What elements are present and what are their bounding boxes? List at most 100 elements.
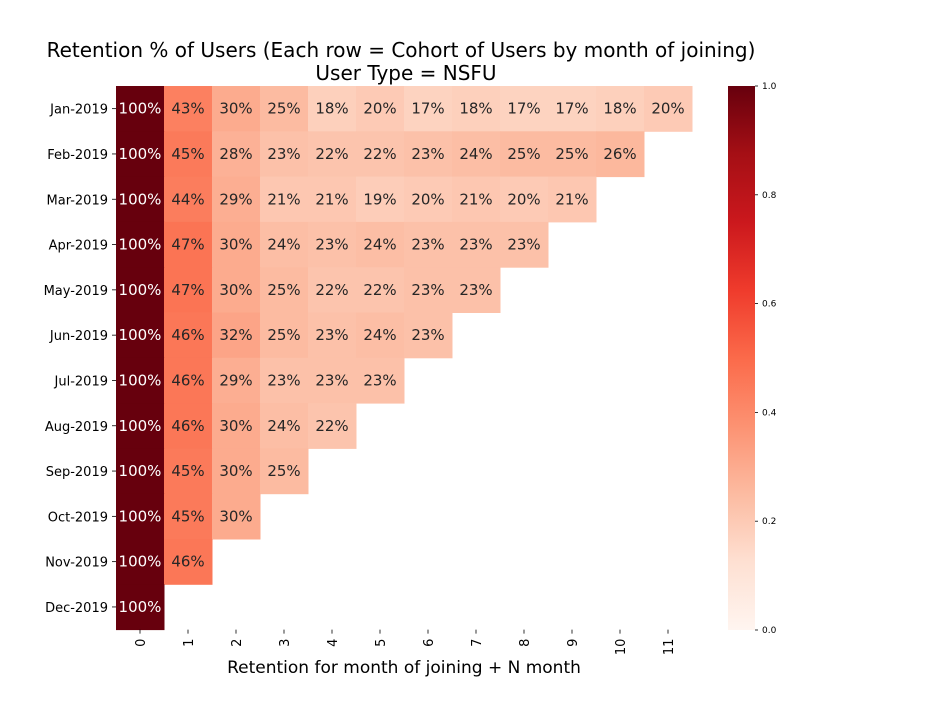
colorbar-tick-label: 0.6 <box>762 300 777 310</box>
cell-value-label: 100% <box>119 236 162 254</box>
chart-title: Retention % of Users (Each row = Cohort … <box>47 38 756 62</box>
heatmap-cell <box>164 539 213 585</box>
heatmap-cell <box>500 131 549 178</box>
heatmap-cell <box>212 131 261 178</box>
heatmap-cell <box>356 221 405 268</box>
cell-value-label: 100% <box>119 462 162 480</box>
y-tick-label: Apr-2019 <box>49 239 108 254</box>
heatmap-cell <box>308 131 357 178</box>
cell-value-label: 24% <box>459 145 492 163</box>
heatmap-cell <box>308 221 357 268</box>
cell-value-label: 32% <box>219 326 252 344</box>
x-tick-label: 8 <box>518 639 533 647</box>
heatmap-cell <box>548 131 597 178</box>
cell-value-label: 22% <box>315 281 348 299</box>
cell-value-label: 23% <box>315 371 348 389</box>
colorbar-tick-label: 0.2 <box>762 517 776 527</box>
cell-value-label: 100% <box>119 281 162 299</box>
cell-value-label: 25% <box>267 462 300 480</box>
heatmap-cell <box>596 131 645 178</box>
heatmap-cell <box>116 493 165 540</box>
x-axis-ticks: 0 1 2 3 4 5 6 7 8 9 10 11 <box>134 629 677 656</box>
cell-value-label: 100% <box>119 371 162 389</box>
cell-value-label: 45% <box>171 507 204 525</box>
y-tick-label: Aug-2019 <box>45 420 108 435</box>
heatmap-cell <box>404 267 453 313</box>
heatmap-cell <box>164 221 213 268</box>
heatmap-cell <box>452 267 501 313</box>
heatmap-cell <box>116 312 165 359</box>
cell-value-label: 19% <box>363 190 396 208</box>
heatmap-cell <box>404 312 453 359</box>
cell-value-label: 17% <box>411 100 444 118</box>
cell-value-label: 47% <box>171 236 204 254</box>
x-tick-label: 3 <box>278 639 293 647</box>
heatmap-cell <box>212 176 261 223</box>
cell-value-label: 23% <box>363 371 396 389</box>
y-tick-label: Jun-2019 <box>49 329 108 344</box>
cell-value-label: 47% <box>171 281 204 299</box>
heatmap-cell <box>452 221 501 268</box>
heatmap-cell <box>164 312 213 359</box>
heatmap-cell <box>308 267 357 313</box>
chart-subtitle: User Type = NSFU <box>315 61 496 85</box>
x-tick-label: 10 <box>614 639 629 656</box>
y-tick-label: Jul-2019 <box>54 374 108 389</box>
colorbar <box>728 86 755 630</box>
heatmap-cell <box>452 131 501 178</box>
cell-value-label: 46% <box>171 553 204 571</box>
cell-value-label: 21% <box>315 190 348 208</box>
cell-value-label: 22% <box>315 145 348 163</box>
heatmap-cell <box>116 357 165 404</box>
y-tick-label: Nov-2019 <box>45 556 108 571</box>
cell-value-label: 20% <box>651 100 684 118</box>
heatmap-cell <box>500 176 549 223</box>
y-tick-label: Feb-2019 <box>47 148 108 163</box>
cell-value-label: 29% <box>219 371 252 389</box>
cell-value-label: 24% <box>267 236 300 254</box>
colorbar-ticks: 0.0 0.2 0.4 0.6 0.8 1.0 <box>755 82 777 636</box>
cell-value-label: 22% <box>363 145 396 163</box>
x-tick-label: 0 <box>134 639 149 647</box>
heatmap-cell <box>500 221 549 268</box>
cell-value-label: 28% <box>219 145 252 163</box>
cell-value-label: 23% <box>411 281 444 299</box>
heatmap-cell <box>308 86 357 132</box>
cell-value-label: 23% <box>459 236 492 254</box>
cell-value-label: 22% <box>315 417 348 435</box>
heatmap-cell <box>164 357 213 404</box>
cell-value-label: 25% <box>267 100 300 118</box>
heatmap-cell <box>260 312 309 359</box>
cell-value-label: 23% <box>315 236 348 254</box>
heatmap-cell <box>308 176 357 223</box>
heatmap-cells: 100% 43% 30% 25% 18% 20% 17% 18% 17% 17% 18% 20% 100… <box>116 86 693 631</box>
cell-value-label: 100% <box>119 100 162 118</box>
x-tick-label: 2 <box>230 639 245 647</box>
cell-value-label: 17% <box>507 100 540 118</box>
heatmap-cell <box>212 312 261 359</box>
cell-value-label: 23% <box>315 326 348 344</box>
y-axis-ticks: Jan-2019 Feb-2019 Mar-2019 Apr-2019 May-2019… <box>44 103 116 616</box>
heatmap-cell <box>116 131 165 178</box>
cell-value-label: 22% <box>363 281 396 299</box>
heatmap-cell <box>308 403 357 449</box>
heatmap-cell <box>212 493 261 540</box>
heatmap-cell <box>548 86 597 132</box>
cell-value-label: 20% <box>507 190 540 208</box>
cell-value-label: 30% <box>219 462 252 480</box>
cell-value-label: 30% <box>219 507 252 525</box>
cell-value-label: 100% <box>119 598 162 616</box>
heatmap-cell <box>116 448 165 495</box>
cell-value-label: 100% <box>119 553 162 571</box>
heatmap-cell <box>116 221 165 268</box>
cell-value-label: 23% <box>459 281 492 299</box>
cell-value-label: 44% <box>171 190 204 208</box>
x-tick-label: 11 <box>662 639 677 656</box>
cell-value-label: 45% <box>171 462 204 480</box>
heatmap-cell <box>260 176 309 223</box>
colorbar-tick-label: 0.0 <box>762 626 777 636</box>
cell-value-label: 23% <box>411 145 444 163</box>
heatmap-cell <box>116 403 165 449</box>
cell-value-label: 29% <box>219 190 252 208</box>
